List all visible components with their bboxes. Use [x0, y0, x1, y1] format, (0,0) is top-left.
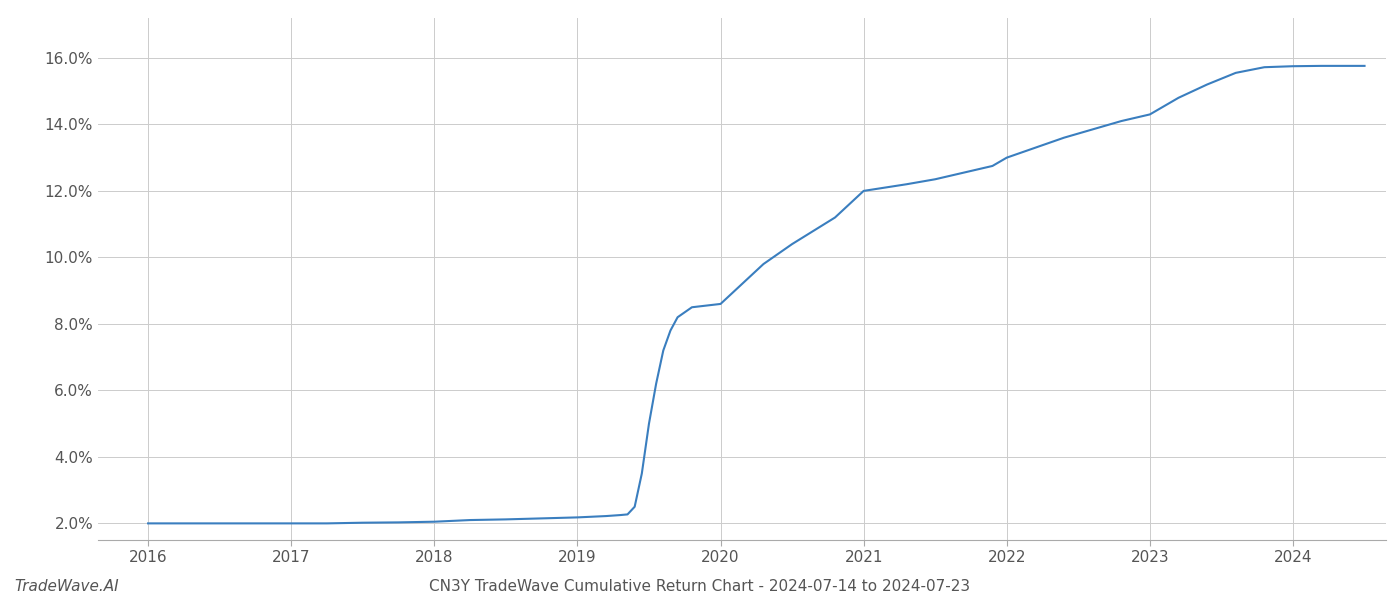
Text: CN3Y TradeWave Cumulative Return Chart - 2024-07-14 to 2024-07-23: CN3Y TradeWave Cumulative Return Chart -… — [430, 579, 970, 594]
Text: TradeWave.AI: TradeWave.AI — [14, 579, 119, 594]
